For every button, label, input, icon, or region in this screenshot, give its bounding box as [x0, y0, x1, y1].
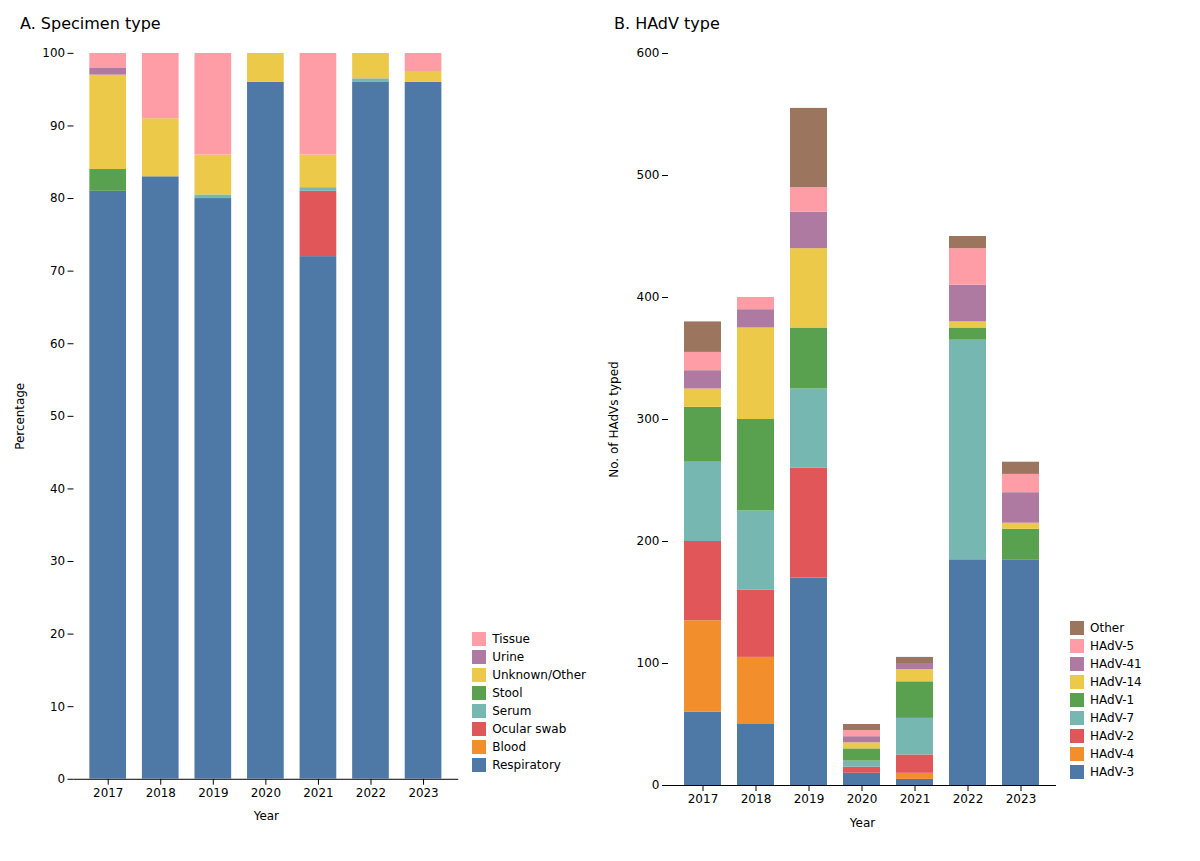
html-text:Stool: Stool	[492, 686, 523, 701]
svg-text:Year: Year	[253, 809, 279, 822]
html-text:B. HAdV type: B. HAdV type	[614, 14, 720, 33]
svg-text:80: 80	[50, 191, 65, 205]
html-text:A. Specimen type: A. Specimen type	[20, 14, 161, 33]
svg-text:0: 0	[652, 778, 660, 792]
svg-text:20: 20	[50, 627, 65, 641]
svg-text:40: 40	[50, 482, 65, 496]
html-text:HAdV-1: HAdV-1	[1090, 693, 1135, 707]
svg-text:2023: 2023	[408, 786, 438, 800]
svg-text:300: 300	[637, 412, 660, 426]
svg-text:2021: 2021	[303, 786, 333, 800]
svg-text:0: 0	[57, 772, 65, 786]
svg-text:60: 60	[50, 337, 65, 351]
html-text:HAdV-2: HAdV-2	[1090, 729, 1135, 743]
svg-text:2023: 2023	[1006, 792, 1037, 806]
html-text:Urine: Urine	[492, 650, 525, 665]
html-text:Other: Other	[1090, 621, 1125, 635]
svg-text:2019: 2019	[794, 792, 825, 806]
html-text:HAdV-14: HAdV-14	[1090, 675, 1142, 689]
svg-text:600: 600	[637, 46, 660, 60]
svg-text:2019: 2019	[198, 786, 228, 800]
svg-text:70: 70	[50, 264, 65, 278]
svg-text:2021: 2021	[900, 792, 931, 806]
html-text:HAdV-41: HAdV-41	[1090, 657, 1142, 671]
html-text:Tissue: Tissue	[492, 632, 530, 647]
svg-text:10: 10	[50, 700, 65, 714]
svg-text:2020: 2020	[251, 786, 281, 800]
html-text:Serum: Serum	[492, 704, 532, 719]
svg-text:2018: 2018	[741, 792, 772, 806]
svg-text:2022: 2022	[953, 792, 984, 806]
svg-text:2018: 2018	[146, 786, 176, 800]
svg-text:30: 30	[50, 554, 65, 568]
svg-text:No. of HAdVs typed: No. of HAdVs typed	[607, 361, 621, 477]
html-text:HAdV-5: HAdV-5	[1090, 639, 1135, 653]
svg-text:50: 50	[50, 409, 65, 423]
html-text:Ocular swab: Ocular swab	[492, 722, 567, 737]
html-text:Blood: Blood	[492, 740, 526, 755]
svg-text:500: 500	[637, 168, 660, 182]
svg-text:2022: 2022	[356, 786, 386, 800]
svg-text:200: 200	[637, 534, 660, 548]
svg-text:2020: 2020	[847, 792, 878, 806]
html-text:Respiratory: Respiratory	[492, 758, 561, 773]
html-text:HAdV-7: HAdV-7	[1090, 711, 1135, 725]
html-text:HAdV-4: HAdV-4	[1090, 747, 1135, 761]
svg-text:2017: 2017	[93, 786, 123, 800]
html-text:HAdV-3: HAdV-3	[1090, 765, 1135, 779]
svg-text:90: 90	[50, 119, 65, 133]
svg-text:2017: 2017	[688, 792, 719, 806]
svg-text:100: 100	[42, 46, 65, 60]
svg-text:Year: Year	[849, 816, 875, 830]
svg-text:400: 400	[637, 290, 660, 304]
svg-text:Percentage: Percentage	[13, 383, 27, 450]
html-text:Unknown/Other: Unknown/Other	[492, 668, 586, 683]
svg-text:100: 100	[637, 656, 660, 670]
